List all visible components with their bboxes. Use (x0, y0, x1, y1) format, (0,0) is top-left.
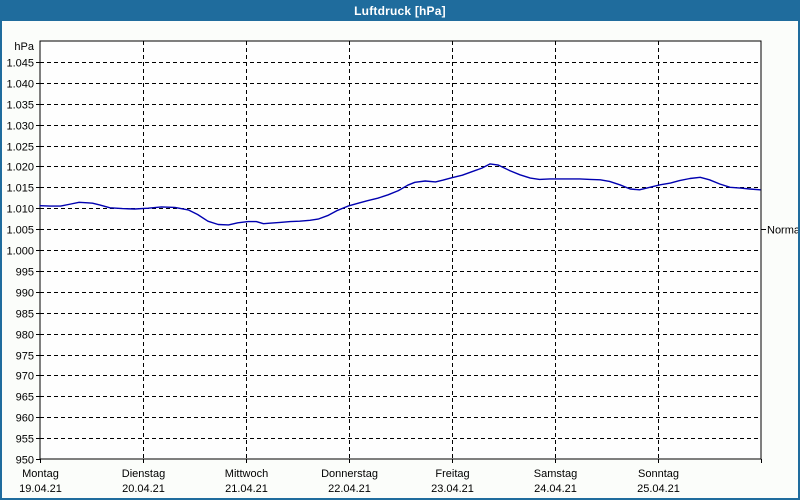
x-day-label: Samstag (534, 468, 577, 480)
x-date-label: 22.04.21 (328, 483, 371, 495)
window-title: Luftdruck [hPa] (354, 3, 446, 18)
y-tick-label: 950 (16, 455, 34, 467)
y-tick-label: 970 (16, 371, 34, 383)
y-tick-label: 1.035 (6, 100, 34, 112)
chart-area: 1.045 1.040 1.035 1.030 1.025 1.020 1.015 1.010… (2, 21, 798, 498)
y-tick-label: 1.030 (6, 121, 34, 133)
y-tick-label: 1.005 (6, 225, 34, 237)
y-tick-label: 1.015 (6, 183, 34, 195)
pressure-chart: 1.045 1.040 1.035 1.030 1.025 1.020 1.015 1.010… (6, 40, 798, 495)
x-day-label: Donnerstag (321, 468, 378, 480)
x-day-label: Mittwoch (225, 468, 268, 480)
x-date-label: 25.04.21 (637, 483, 680, 495)
y-tick-label: 1.020 (6, 162, 34, 174)
x-day-label: Montag (22, 468, 59, 480)
x-date-label: 23.04.21 (431, 483, 474, 495)
x-day-label: Sonntag (638, 468, 679, 480)
x-date-label: 20.04.21 (122, 483, 165, 495)
y-tick-label: 1.045 (6, 58, 34, 70)
y-tick-label: 990 (16, 288, 34, 300)
y-tick-label: 980 (16, 330, 34, 342)
y-tick-label: 1.040 (6, 79, 34, 91)
y-tick-label: 955 (16, 434, 34, 446)
normal-marker-label: Normal (767, 225, 798, 237)
y-tick-label: 965 (16, 392, 34, 404)
y-tick-label: 1.025 (6, 142, 34, 154)
window-titlebar: Luftdruck [hPa] (0, 0, 800, 21)
y-tick-label: 1.000 (6, 246, 34, 258)
y-tick-label: 985 (16, 309, 34, 321)
pressure-curve (39, 163, 761, 226)
x-day-label: Dienstag (122, 468, 165, 480)
y-axis-unit-label: hPa (14, 41, 34, 53)
x-day-label: Freitag (435, 468, 469, 480)
x-date-label: 24.04.21 (534, 483, 577, 495)
x-date-label: 19.04.21 (19, 483, 62, 495)
y-tick-label: 975 (16, 351, 34, 363)
y-tick-label: 1.010 (6, 204, 34, 216)
y-tick-label: 995 (16, 267, 34, 279)
x-date-label: 21.04.21 (225, 483, 268, 495)
y-tick-label: 960 (16, 413, 34, 425)
